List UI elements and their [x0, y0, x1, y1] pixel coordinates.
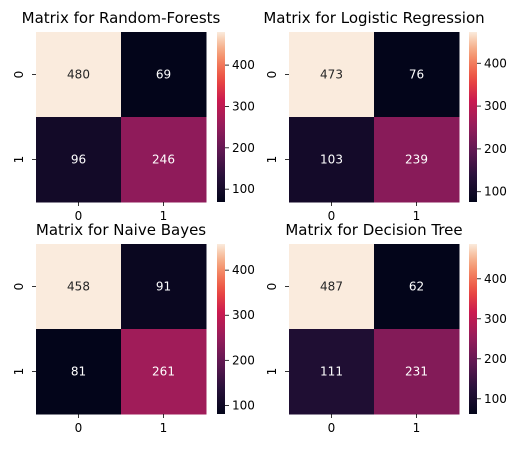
heatmap-cell	[374, 244, 460, 330]
cell-value-label: 91	[156, 280, 171, 294]
colorbar-tick-label: 400	[484, 272, 507, 286]
heatmap-cell	[289, 244, 375, 330]
x-tick-label: 1	[160, 421, 168, 435]
colorbar-tick-label: 200	[484, 352, 507, 366]
heatmap-cell	[289, 32, 375, 118]
heatmap-cell	[374, 117, 460, 203]
y-tick-label: 0	[265, 283, 279, 291]
cell-value-label: 62	[409, 280, 424, 294]
y-tick-label: 0	[12, 71, 26, 79]
cell-value-label: 111	[320, 365, 343, 379]
colorbar-tick-label: 100	[232, 398, 255, 412]
colorbar-tick-label: 100	[232, 182, 255, 196]
colorbar	[217, 32, 225, 202]
colorbar-tick-label: 300	[484, 312, 507, 326]
heatmap-cell	[121, 244, 207, 330]
cell-value-label: 96	[71, 153, 86, 167]
cell-value-label: 480	[67, 68, 90, 82]
heatmap-panel: 480 69 96 246 0 1 0 1 Matrix for Random-Forests 1…	[12, 8, 255, 224]
colorbar-tick-label: 400	[232, 263, 255, 277]
cell-value-label: 103	[320, 153, 343, 167]
heatmap-panel: 487 62 111 231 0 1 0 1 Matrix for Decision Tree 1…	[265, 220, 507, 436]
x-tick-label: 0	[328, 421, 336, 435]
chart-title: Matrix for Random-Forests	[22, 9, 221, 27]
x-tick-label: 0	[75, 209, 83, 223]
cell-value-label: 458	[67, 280, 90, 294]
colorbar-tick-label: 200	[484, 142, 507, 156]
cell-value-label: 76	[409, 68, 424, 82]
cell-value-label: 487	[320, 280, 343, 294]
cell-value-label: 473	[320, 68, 343, 82]
x-tick-label: 1	[413, 209, 421, 223]
y-tick-label: 1	[12, 368, 26, 376]
chart-title: Matrix for Decision Tree	[285, 221, 462, 239]
cell-value-label: 261	[152, 365, 175, 379]
cell-value-label: 246	[152, 153, 175, 167]
chart-title: Matrix for Logistic Regression	[263, 9, 484, 27]
cell-value-label: 81	[71, 365, 86, 379]
colorbar-tick-label: 300	[232, 99, 255, 113]
colorbar-tick-label: 200	[232, 141, 255, 155]
y-tick-label: 0	[265, 71, 279, 79]
heatmap-cell	[36, 117, 122, 203]
y-tick-label: 1	[265, 156, 279, 164]
y-tick-label: 1	[12, 156, 26, 164]
heatmap-cell	[36, 244, 122, 330]
heatmap-panel: 458 91 81 261 0 1 0 1 Matrix for Naive Bayes 100 2…	[12, 220, 255, 436]
colorbar	[469, 32, 477, 202]
heatmap-panels: 480 69 96 246 0 1 0 1 Matrix for Random-Forests 1…	[12, 8, 507, 436]
y-tick-label: 0	[12, 283, 26, 291]
colorbar	[217, 244, 225, 414]
colorbar-tick-label: 200	[232, 353, 255, 367]
heatmap-cell	[36, 32, 122, 118]
heatmap-panel: 473 76 103 239 0 1 0 1 Matrix for Logistic Regre…	[262, 8, 507, 224]
heatmap-cell	[289, 117, 375, 203]
cell-value-label: 69	[156, 68, 171, 82]
heatmap-cell	[289, 329, 375, 415]
heatmap-cell	[121, 329, 207, 415]
colorbar-tick-label: 300	[232, 308, 255, 322]
cell-value-label: 231	[405, 365, 428, 379]
colorbar-tick-label: 400	[232, 58, 255, 72]
colorbar	[469, 244, 477, 414]
heatmap-cell	[374, 32, 460, 118]
x-tick-label: 1	[413, 421, 421, 435]
cell-value-label: 239	[405, 153, 428, 167]
colorbar-tick-label: 100	[484, 185, 507, 199]
x-tick-label: 1	[160, 209, 168, 223]
x-tick-label: 0	[75, 421, 83, 435]
heatmap-cell	[36, 329, 122, 415]
colorbar-tick-label: 300	[484, 99, 507, 113]
colorbar-tick-label: 100	[484, 392, 507, 406]
y-tick-label: 1	[265, 368, 279, 376]
heatmap-cell	[121, 117, 207, 203]
chart-title: Matrix for Naive Bayes	[36, 221, 206, 239]
heatmap-cell	[121, 32, 207, 118]
heatmap-cell	[374, 329, 460, 415]
colorbar-tick-label: 400	[484, 56, 507, 70]
x-tick-label: 0	[328, 209, 336, 223]
